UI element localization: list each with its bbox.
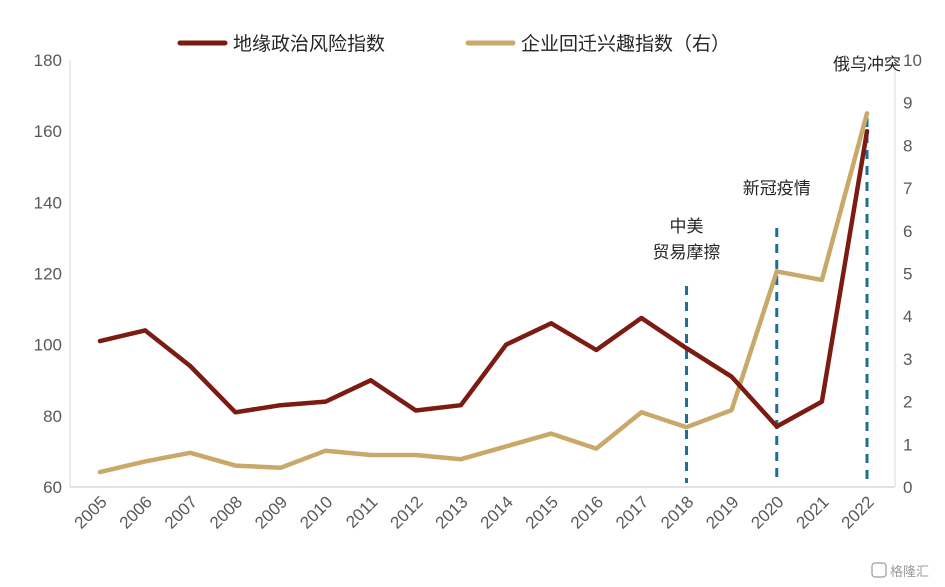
left-tick-label: 80: [43, 407, 62, 426]
right-axis-ticks: 0 1 2 3 4 5 6 7 8 9 10: [903, 51, 922, 497]
series-lines: [97, 111, 870, 475]
data-point: [458, 457, 463, 462]
x-tick-label: 2008: [206, 492, 246, 532]
x-tick-label: 2018: [657, 492, 697, 532]
right-tick-label: 0: [903, 478, 912, 497]
x-tick-label: 2015: [522, 492, 562, 532]
data-point: [504, 444, 509, 449]
data-point: [323, 448, 328, 453]
event-label: 新冠疫情: [743, 179, 811, 199]
x-tick-label: 2019: [702, 492, 742, 532]
left-tick-label: 140: [34, 193, 62, 212]
watermark-text: 格隆汇: [890, 564, 929, 580]
data-point: [774, 269, 779, 274]
left-tick-label: 180: [34, 51, 62, 70]
left-axis-ticks: 60 80 100 120 140 160 180: [34, 51, 62, 497]
right-tick-label: 4: [903, 307, 912, 326]
event-label: 贸易摩擦: [653, 243, 721, 263]
x-tick-label: 2014: [477, 492, 517, 532]
x-tick-label: 2016: [567, 492, 607, 532]
data-point: [819, 277, 824, 282]
right-tick-label: 3: [903, 350, 912, 369]
right-tick-label: 10: [903, 51, 922, 70]
x-tick-label: 2017: [612, 492, 652, 532]
x-axis-ticks: 2005 2006 2007 2008 2009 2010 2011 2012 2013 2014…: [71, 492, 878, 532]
x-tick-label: 2011: [342, 492, 381, 531]
x-tick-label: 2009: [251, 492, 291, 532]
right-tick-label: 7: [903, 179, 912, 198]
x-tick-label: 2006: [116, 492, 156, 532]
x-tick-label: 2012: [386, 492, 426, 532]
right-tick-label: 9: [903, 94, 912, 113]
right-tick-label: 2: [903, 393, 912, 412]
data-point: [188, 450, 193, 455]
x-tick-label: 2022: [838, 492, 878, 532]
data-point: [594, 446, 599, 451]
legend-label-geo: 地缘政治风险指数: [233, 33, 385, 55]
axes: [69, 60, 896, 488]
data-point: [684, 425, 689, 430]
data-point: [865, 111, 869, 116]
watermark: 格隆汇: [871, 562, 929, 580]
x-tick-label: 2021: [793, 492, 833, 532]
event-label: 俄乌冲突: [833, 55, 901, 75]
legend-label-relocation: 企业回迁兴趣指数（右）: [521, 33, 730, 55]
x-tick-label: 2007: [161, 492, 201, 532]
series-line-geopolitical-risk: [97, 128, 870, 429]
right-tick-label: 5: [903, 265, 912, 284]
data-point: [278, 465, 283, 470]
left-tick-label: 60: [43, 478, 62, 497]
x-tick-label: 2010: [296, 492, 336, 532]
legend: 地缘政治风险指数 企业回迁兴趣指数（右）: [177, 33, 730, 55]
data-point: [233, 463, 238, 468]
data-point: [143, 459, 148, 464]
data-point: [368, 452, 373, 457]
left-tick-label: 120: [34, 265, 62, 284]
watermark-logo-icon: [871, 562, 887, 578]
data-point: [98, 470, 102, 475]
left-tick-label: 100: [34, 336, 62, 355]
data-point: [413, 452, 418, 457]
data-point: [639, 410, 644, 415]
series-line-relocation-interest: [97, 111, 870, 475]
data-point: [729, 408, 734, 413]
x-tick-label: 2020: [747, 492, 787, 532]
x-tick-label: 2013: [432, 492, 472, 532]
right-tick-label: 1: [903, 435, 912, 454]
right-tick-label: 8: [903, 136, 912, 155]
left-tick-label: 160: [34, 122, 62, 141]
data-point: [549, 431, 554, 436]
right-tick-label: 6: [903, 222, 912, 241]
event-label: 中美: [670, 217, 704, 237]
x-tick-label: 2005: [71, 492, 111, 532]
